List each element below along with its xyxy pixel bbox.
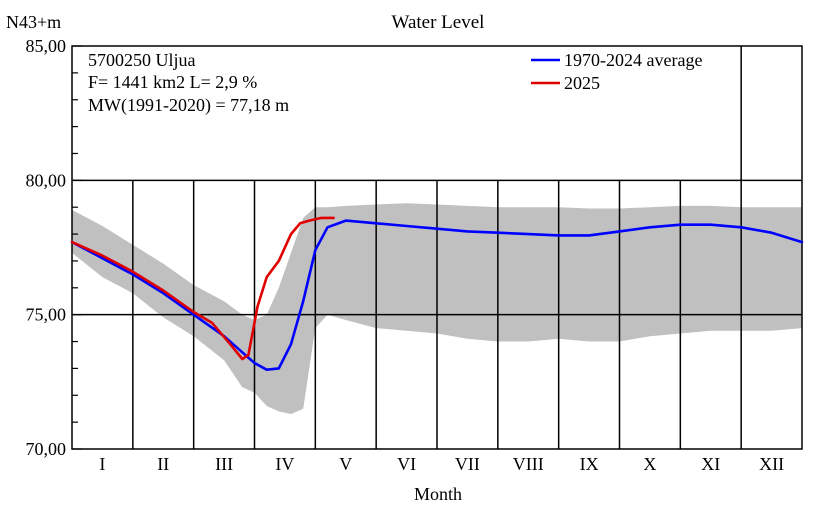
x-tick-labels: I II III IV V VI VII VIII IX X XI XII (99, 454, 784, 474)
info-area: F= 1441 km2 L= 2,9 % (88, 72, 257, 92)
legend: 1970-2024 average 2025 (531, 50, 702, 93)
plot-frame (71, 45, 803, 450)
series-line-2025 (70, 216, 335, 361)
month-label: VII (455, 454, 480, 474)
y-tick-label: 75,00 (26, 305, 67, 325)
month-label: I (99, 454, 105, 474)
month-label: VI (397, 454, 416, 474)
y-tick-label: 80,00 (26, 170, 67, 190)
x-axis-title: Month (414, 484, 462, 504)
month-label: XII (759, 454, 784, 474)
info-mean: MW(1991-2020) = 77,18 m (88, 95, 289, 116)
chart-title: Water Level (392, 12, 485, 33)
month-label: XI (701, 454, 720, 474)
month-label: X (643, 454, 656, 474)
month-label: II (157, 454, 169, 474)
y-ticks: 70,00 75,00 80,00 85,00 (26, 36, 82, 459)
y-tick-label: 85,00 (26, 36, 67, 56)
month-label: III (215, 454, 233, 474)
month-label: V (339, 454, 352, 474)
month-label: IX (580, 454, 599, 474)
month-label: IV (275, 454, 294, 474)
y-tick-label: 70,00 (26, 439, 67, 459)
info-station: 5700250 Uljua (88, 50, 196, 70)
legend-label-average: 1970-2024 average (564, 50, 702, 70)
station-info: 5700250 Uljua F= 1441 km2 L= 2,9 % MW(19… (88, 50, 289, 116)
y-axis-title: N43+m (6, 12, 61, 32)
legend-label-2025: 2025 (564, 73, 600, 93)
month-label: VIII (513, 454, 544, 474)
series-lines (70, 216, 804, 371)
